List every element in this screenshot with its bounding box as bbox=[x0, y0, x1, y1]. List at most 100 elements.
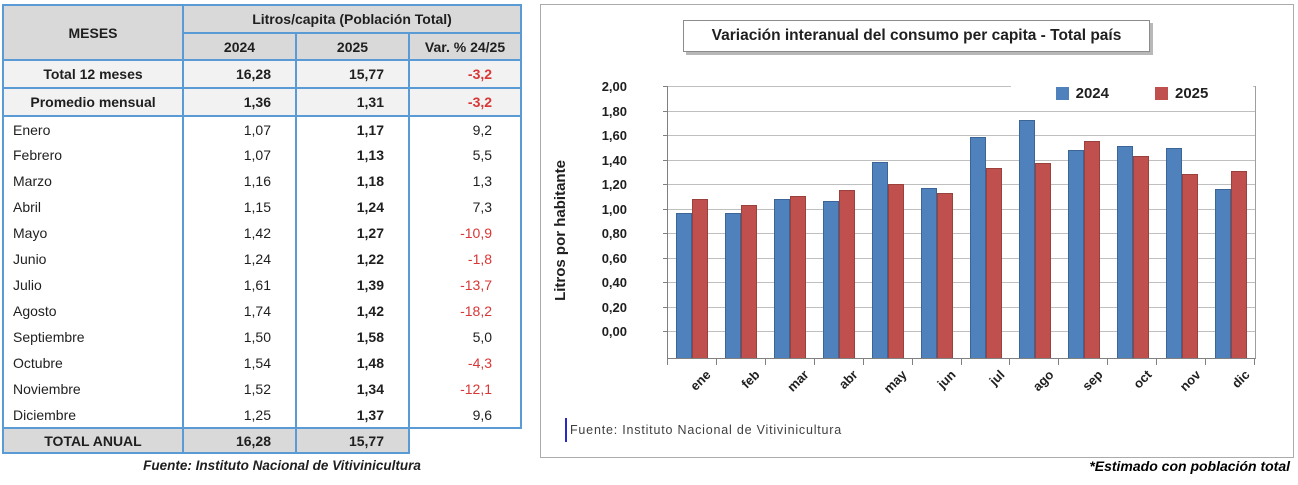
x-axis-label: mar bbox=[784, 367, 812, 395]
cell-month: Noviembre bbox=[2, 376, 184, 402]
cell-2025: 1,42 bbox=[295, 298, 410, 324]
y-tick-label: 1,00 bbox=[601, 201, 627, 217]
cell-2025: 1,22 bbox=[295, 246, 410, 272]
cell-2025: 1,37 bbox=[295, 402, 410, 428]
x-tick-mark bbox=[961, 358, 962, 365]
gridline bbox=[668, 135, 1255, 136]
table-row: Junio 1,24 1,22 -1,8 bbox=[2, 246, 523, 272]
header-cell-var: Var. % 24/25 bbox=[407, 32, 523, 61]
y-tick-label: 0,40 bbox=[601, 275, 627, 290]
bar-2025-jul bbox=[985, 168, 1002, 358]
cell-var: -18,2 bbox=[409, 298, 523, 324]
bar-2025-feb bbox=[741, 204, 758, 358]
gridline bbox=[668, 86, 1255, 87]
consumption-table-section: MESES Litros/capita (Población Total) 20… bbox=[2, 4, 523, 473]
bar-2025-jun bbox=[937, 192, 954, 358]
table-row: Marzo 1,16 1,18 1,3 bbox=[2, 168, 523, 194]
cell-2024: 16,28 bbox=[182, 427, 297, 454]
cell-var: -4,3 bbox=[409, 350, 523, 376]
chart-title: Variación interanual del consumo per cap… bbox=[683, 20, 1150, 52]
x-tick-mark bbox=[912, 358, 913, 365]
cell-2024: 1,25 bbox=[182, 402, 297, 428]
chart-source-text: Fuente: Instituto Nacional de Vitivinicu… bbox=[570, 423, 843, 437]
x-axis-label: ene bbox=[687, 367, 715, 394]
table-row: Promedio mensual 1,36 1,31 -3,2 bbox=[2, 87, 523, 117]
x-tick-mark bbox=[1009, 358, 1010, 365]
gridline bbox=[668, 331, 1255, 332]
y-tick-mark bbox=[663, 86, 667, 87]
x-axis-label: sep bbox=[1078, 367, 1106, 394]
y-tick-mark bbox=[663, 110, 667, 112]
chart-source: Fuente: Instituto Nacional de Vitivinicu… bbox=[565, 417, 842, 443]
cell-2025: 15,77 bbox=[295, 59, 410, 89]
x-tick-mark bbox=[716, 358, 717, 365]
cell-month: Julio bbox=[2, 272, 184, 298]
cell-var: -3,2 bbox=[409, 59, 523, 89]
cell-2025: 1,24 bbox=[295, 194, 410, 220]
y-tick-mark bbox=[663, 306, 667, 308]
y-tick-mark bbox=[663, 331, 667, 332]
bar-2025-ene bbox=[692, 198, 709, 358]
cell-2025: 1,31 bbox=[295, 87, 410, 117]
bar-2025-may bbox=[888, 184, 905, 358]
cell-month: Junio bbox=[2, 246, 184, 272]
chart-section: Variación interanual del consumo per cap… bbox=[540, 4, 1294, 458]
y-tick-mark bbox=[663, 135, 667, 136]
cell-2025: 1,58 bbox=[295, 324, 410, 350]
header-cell-2024: 2024 bbox=[182, 32, 297, 61]
cell-2024: 1,42 bbox=[182, 220, 297, 246]
cell-2024: 1,07 bbox=[182, 116, 297, 142]
bar-2025-abr bbox=[839, 190, 856, 358]
x-axis-label: may bbox=[880, 367, 910, 397]
legend-swatch-2025 bbox=[1155, 87, 1168, 100]
table-row: Octubre 1,54 1,48 -4,3 bbox=[2, 350, 523, 376]
table-body: Total 12 meses 16,28 15,77 -3,2 Promedio men… bbox=[2, 59, 523, 454]
bar-2025-oct bbox=[1132, 155, 1149, 358]
y-tick-mark bbox=[663, 184, 667, 185]
bar-2025-nov bbox=[1181, 174, 1198, 358]
gridline bbox=[668, 282, 1255, 283]
cell-2025: 1,17 bbox=[295, 116, 410, 142]
bar-2024-oct bbox=[1116, 146, 1133, 358]
bar-2024-nov bbox=[1165, 148, 1182, 358]
gridline bbox=[668, 159, 1255, 161]
cell-2024: 1,24 bbox=[182, 246, 297, 272]
bar-2024-feb bbox=[725, 213, 742, 358]
cell-2024: 1,07 bbox=[182, 142, 297, 168]
cell-2025: 1,18 bbox=[295, 168, 410, 194]
cell-var: -1,8 bbox=[409, 246, 523, 272]
y-axis-title: Litros por habitante bbox=[549, 105, 571, 355]
bar-2024-jun bbox=[921, 187, 938, 358]
bar-2024-abr bbox=[823, 201, 840, 358]
cell-2025: 1,27 bbox=[295, 220, 410, 246]
cell-month: Diciembre bbox=[2, 402, 184, 428]
cell-month: Total 12 meses bbox=[2, 59, 184, 89]
cell-var: -12,1 bbox=[409, 376, 523, 402]
text-cursor bbox=[565, 418, 567, 442]
cell-2025: 15,77 bbox=[295, 427, 410, 454]
table-row: TOTAL ANUAL 16,28 15,77 bbox=[2, 427, 522, 454]
x-tick-mark bbox=[1058, 358, 1059, 365]
chart-footnote: *Estimado con población total bbox=[1089, 458, 1290, 474]
bar-2024-dic bbox=[1214, 188, 1231, 358]
legend-item-2025: 2025 bbox=[1155, 85, 1208, 102]
table-row: Enero 1,07 1,17 9,2 bbox=[2, 116, 523, 142]
bar-2025-sep bbox=[1083, 141, 1100, 358]
x-tick-mark bbox=[814, 358, 815, 365]
y-tick-mark bbox=[663, 159, 667, 161]
gridline bbox=[668, 306, 1255, 308]
cell-2025: 1,34 bbox=[295, 376, 410, 402]
cell-2024: 1,36 bbox=[182, 87, 297, 117]
y-tick-mark bbox=[663, 257, 667, 259]
cell-month: Promedio mensual bbox=[2, 87, 184, 117]
legend-label: 2024 bbox=[1075, 85, 1109, 102]
gridline bbox=[668, 257, 1255, 259]
x-tick-mark bbox=[1107, 358, 1108, 365]
x-axis-label: dic bbox=[1228, 367, 1253, 391]
bar-2025-dic bbox=[1230, 170, 1247, 358]
gridline bbox=[668, 208, 1255, 210]
x-axis-label: jun bbox=[934, 367, 959, 392]
bar-2024-mar bbox=[774, 198, 791, 358]
cell-month: Octubre bbox=[2, 350, 184, 376]
bar-2024-may bbox=[872, 161, 889, 358]
